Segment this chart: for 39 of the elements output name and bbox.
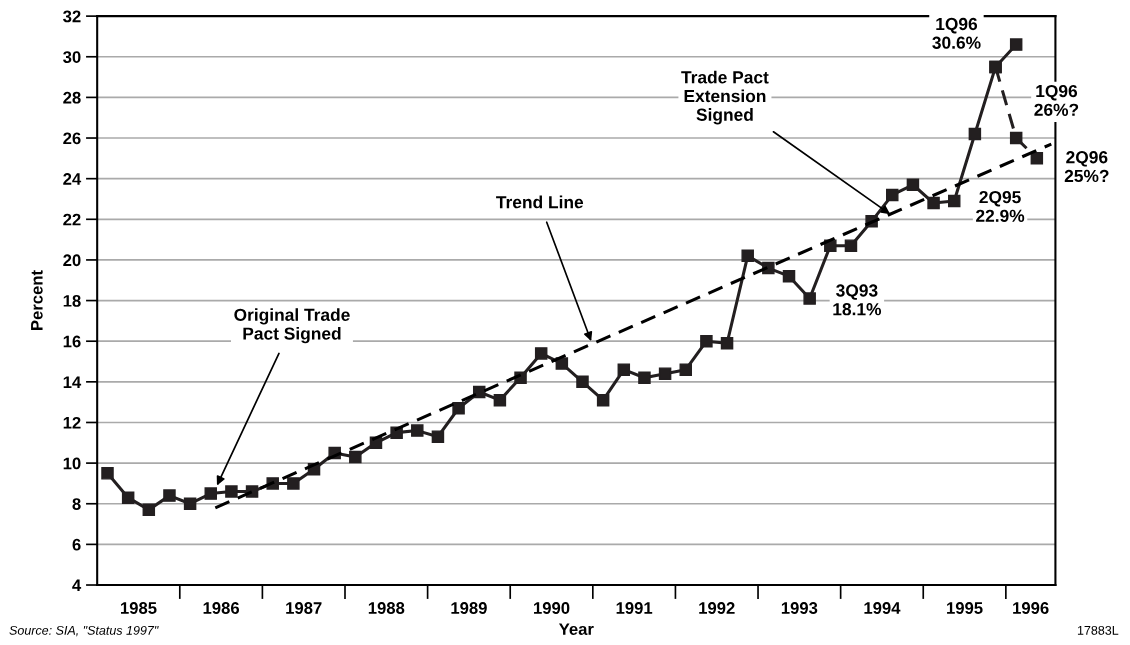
annotation: 3Q93 18.1% [833, 284, 882, 316]
y-tick-label: 16 [63, 335, 81, 348]
x-tick-label: 1994 [864, 602, 901, 614]
x-tick-label: 1996 [1013, 602, 1049, 614]
y-tick-label: 10 [63, 457, 81, 470]
y-tick-label: 8 [72, 498, 81, 510]
annotation: 1Q96 26%? [1034, 84, 1079, 116]
annotation: Trade Pact Extension Signed [681, 70, 769, 125]
y-tick-label: 28 [63, 91, 81, 104]
y-tick-label: 30 [63, 51, 81, 63]
x-axis-title: Year [558, 623, 594, 636]
x-tick-label: 1987 [286, 602, 322, 614]
y-tick-label: 14 [63, 376, 82, 388]
source-note: Source: SIA, "Status 1997" [9, 625, 159, 637]
x-tick-label: 1986 [203, 602, 240, 614]
y-tick-label: 4 [72, 579, 82, 592]
y-tick-label: 24 [63, 173, 82, 185]
annotation: Trend Line [496, 195, 584, 209]
annotation: 2Q95 22.9% [976, 190, 1025, 222]
y-tick-label: 18 [63, 294, 81, 307]
annotation: 1Q96 30.6% [932, 17, 981, 49]
y-tick-label: 20 [63, 254, 81, 267]
x-tick-label: 1990 [534, 602, 570, 614]
x-tick-label: 1991 [616, 602, 653, 614]
text: 17883L [1077, 625, 1119, 635]
y-tick-label: 26 [63, 132, 81, 145]
y-tick-label: 32 [63, 10, 81, 23]
x-tick-label: 1993 [781, 602, 818, 614]
x-tick-label: 1995 [947, 602, 983, 614]
x-tick-label: 1985 [121, 602, 157, 614]
y-tick-label: 12 [63, 416, 81, 429]
x-tick-label: 1992 [699, 602, 735, 614]
y-tick-label: 22 [63, 213, 81, 226]
y-tick-label: 6 [72, 538, 81, 551]
annotation: 2Q96 25%? [1064, 151, 1109, 183]
annotation: Original Trade Pact Signed [234, 308, 350, 344]
y-axis-title: Percent [31, 270, 43, 331]
x-tick-label: 1988 [368, 602, 405, 614]
x-tick-label: 1989 [451, 602, 487, 614]
